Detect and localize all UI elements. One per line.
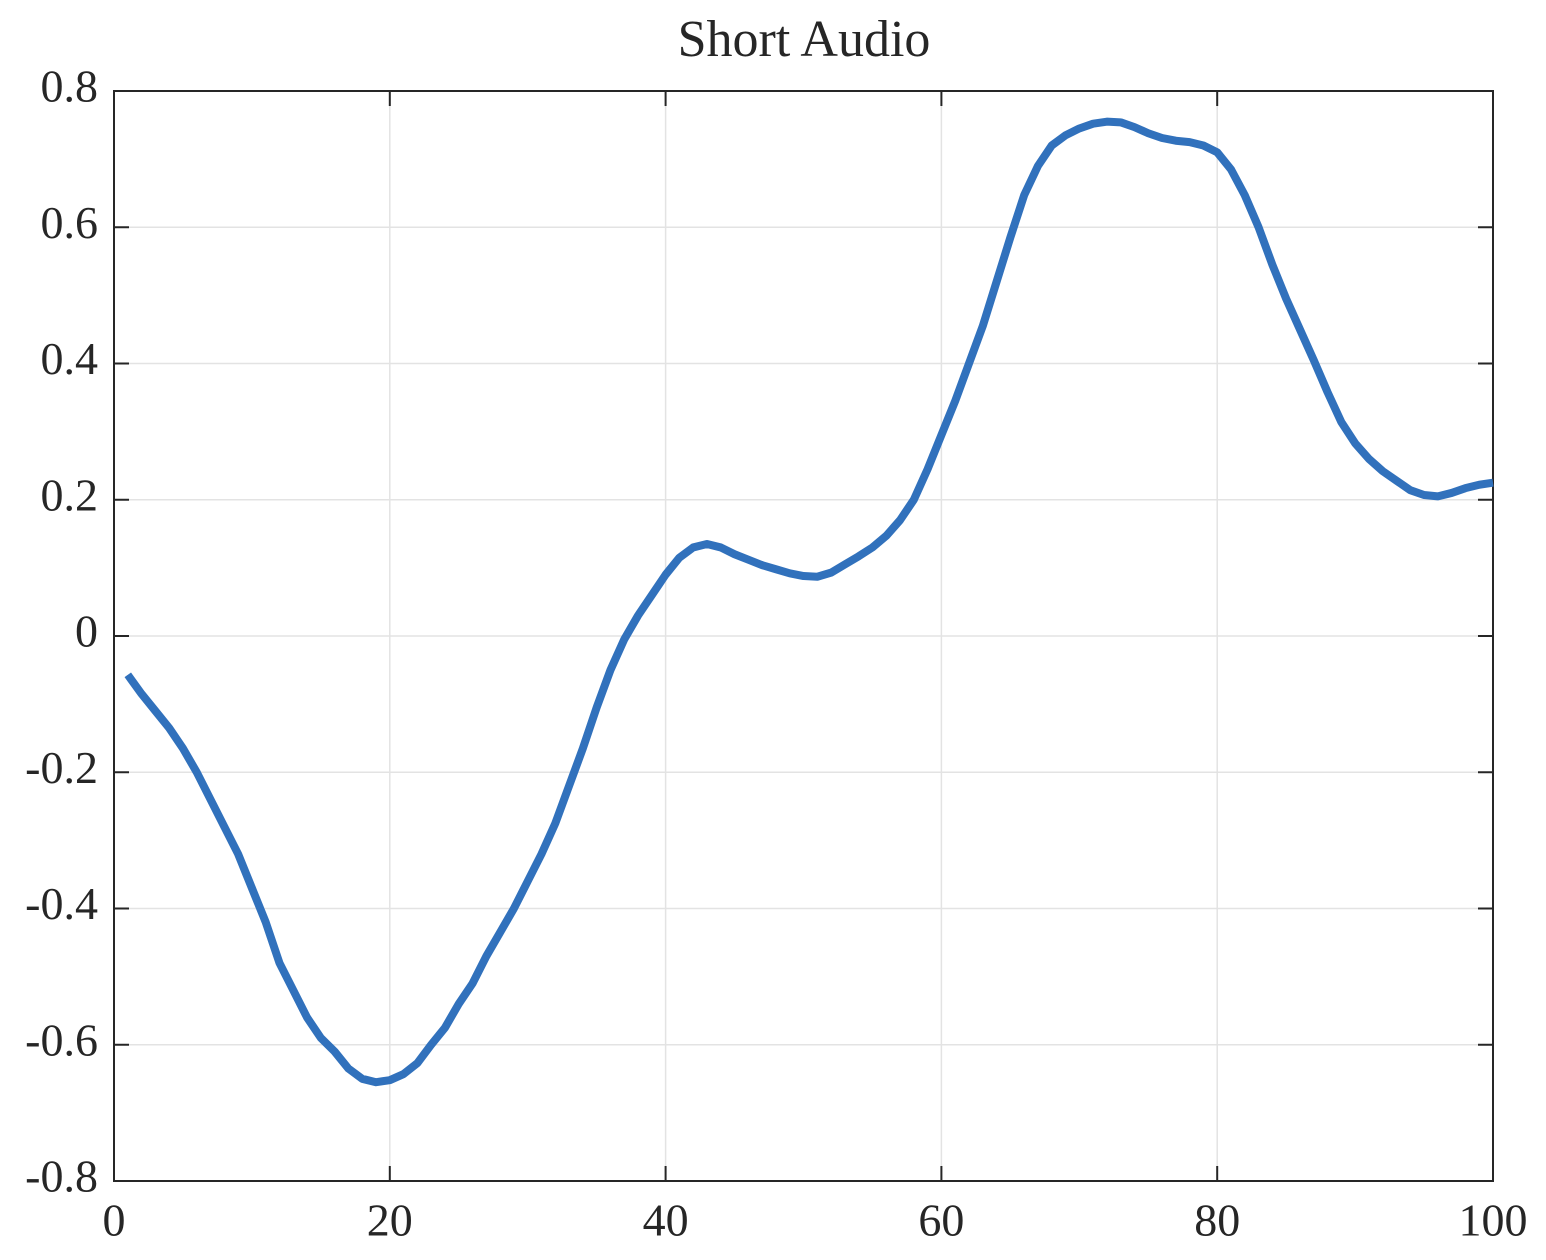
x-tick-label: 20: [367, 1195, 413, 1246]
y-tick-label: 0.2: [41, 469, 99, 520]
y-tick-label: -0.2: [25, 742, 98, 793]
x-tick-label: 60: [918, 1195, 964, 1246]
y-tick-label: 0: [75, 606, 98, 657]
plot-frame: [113, 90, 1494, 1182]
y-tick-label: -0.8: [25, 1151, 98, 1202]
y-tick-label: 0.6: [41, 197, 99, 248]
x-tick-label: 80: [1194, 1195, 1240, 1246]
x-tick-label: 100: [1459, 1195, 1528, 1246]
y-tick-label: 0.4: [41, 333, 99, 384]
y-tick-label: -0.6: [25, 1014, 98, 1065]
x-tick-label: 40: [643, 1195, 689, 1246]
x-tick-label: 0: [103, 1195, 126, 1246]
data-line: [124, 117, 1494, 1087]
y-tick-label: 0.8: [41, 61, 99, 112]
y-tick-label: -0.4: [25, 878, 98, 929]
chart-title: Short Audio: [678, 11, 931, 68]
